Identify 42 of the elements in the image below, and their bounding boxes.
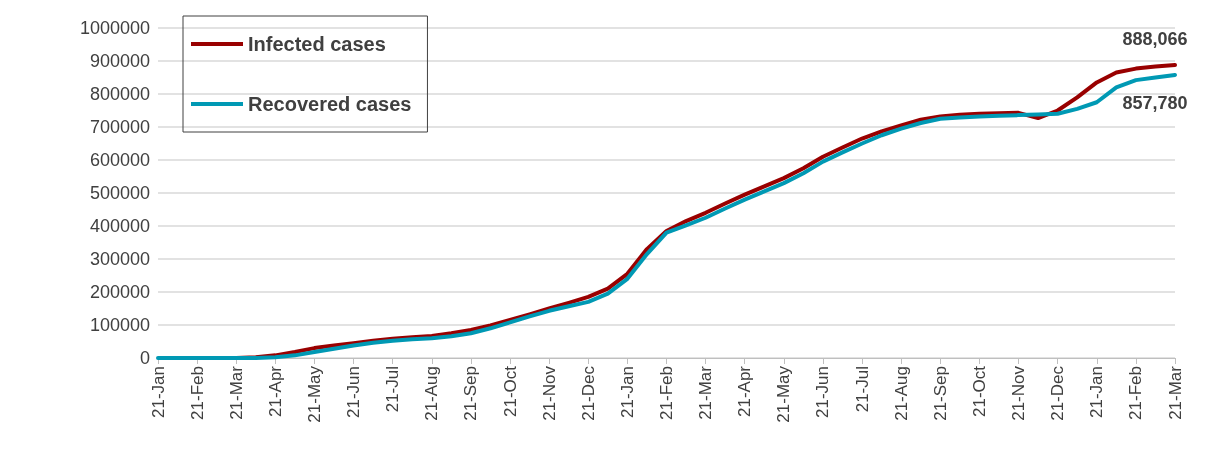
y-tick-label: 1000000 [79,18,150,38]
y-tick-label: 0 [139,348,150,368]
y-tick-label: 600000 [89,150,150,170]
x-tick-label: 21-Oct [969,365,989,418]
y-tick-label: 400000 [89,216,150,236]
x-tick-label: 21-Jul [383,366,403,413]
x-tick-label: 21-Dec [1048,365,1068,421]
y-tick-label: 100000 [89,315,150,335]
data-label: 857,780 [1122,92,1188,113]
x-tick-label: 21-Nov [539,365,559,421]
x-tick-label: 21-Feb [187,366,207,420]
x-tick-label: 21-Jul [852,366,872,413]
x-tick-label: 21-Sep [930,366,950,421]
data-label: 888,066 [1122,28,1188,49]
x-tick-label: 21-Mar [226,365,246,420]
x-tick-label: 21-Sep [461,366,481,421]
legend-label: Infected cases [248,33,386,55]
x-tick-label: 21-Jun [813,366,833,418]
x-tick-label: 21-May [304,365,324,423]
x-tick-label: 21-Feb [1126,366,1146,420]
y-tick-label: 800000 [89,84,150,104]
x-tick-label: 21-Jan [1087,366,1107,418]
x-tick-label: 21-Apr [735,365,755,418]
x-tick-label: 21-Oct [500,365,520,418]
x-tick-label: 21-Mar [696,365,716,420]
x-tick-label: 21-Jun [344,366,364,418]
y-tick-label: 900000 [89,51,150,71]
x-tick-label: 21-Apr [265,365,285,418]
legend-label: Recovered cases [248,93,412,115]
x-tick-label: 21-Nov [1009,365,1029,421]
x-tick-label: 21-Jan [148,366,168,418]
y-tick-label: 500000 [89,183,150,203]
x-tick-label: 21-Dec [578,365,598,421]
x-tick-label: 21-Aug [891,366,911,421]
x-tick-label: 21-Aug [422,366,442,421]
x-tick-label: 21-Feb [657,366,676,420]
x-tick-label: 21-Jan [617,366,637,418]
x-tick-label: 21-Mar [1165,365,1185,420]
y-tick-label: 200000 [89,282,150,302]
y-tick-label: 300000 [89,249,150,269]
y-tick-label: 700000 [89,117,150,137]
x-tick-label: 21-May [774,365,794,423]
